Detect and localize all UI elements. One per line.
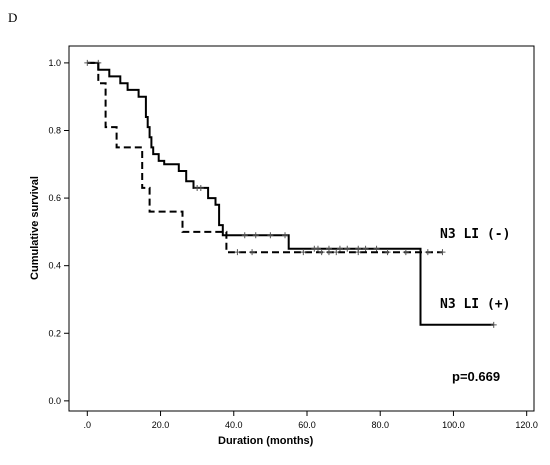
panel-label: D [8, 10, 17, 25]
censor-mark-positive [355, 249, 362, 256]
x-tick-label: 20.0 [152, 420, 170, 430]
y-tick-label: 0.6 [48, 193, 61, 203]
censor-mark-positive [439, 249, 446, 256]
y-tick-label: 0.8 [48, 125, 61, 135]
censor-mark-positive [249, 249, 256, 256]
series-label-n3-li-negative: N3 LI (-) [440, 227, 510, 242]
x-tick-label: 100.0 [442, 420, 465, 430]
censor-mark-negative [241, 232, 248, 239]
y-tick-label: 0.2 [48, 328, 61, 338]
censor-mark-negative [373, 245, 380, 252]
y-axis: 0.0 0.2 0.4 0.6 0.8 1.0 [48, 58, 69, 406]
censor-mark-positive [402, 249, 409, 256]
x-tick-label: 120.0 [515, 420, 538, 430]
x-axis: .0 20.0 40.0 60.0 80.0 100.0 120.0 [84, 411, 538, 430]
censor-mark-negative [282, 232, 289, 239]
series-label-n3-li-positive: N3 LI (+) [440, 297, 510, 312]
km-curve-positive [87, 61, 443, 254]
censor-mark-negative [197, 184, 204, 191]
censor-mark-negative [344, 245, 351, 252]
censor-mark-positive [300, 249, 307, 256]
p-value: p=0.669 [452, 369, 500, 384]
censor-mark-negative [490, 321, 497, 328]
censor-mark-positive [384, 249, 391, 256]
censor-mark-negative [362, 245, 369, 252]
y-tick-label: 1.0 [48, 58, 61, 68]
km-curve-negative [87, 61, 494, 326]
censor-mark-negative [314, 245, 321, 252]
x-tick-label: .0 [84, 420, 92, 430]
series-layer [84, 59, 497, 328]
censor-mark-positive [424, 249, 431, 256]
x-tick-label: 80.0 [371, 420, 389, 430]
censor-mark-positive [318, 249, 325, 256]
censor-mark-positive [333, 249, 340, 256]
y-tick-label: 0.4 [48, 261, 61, 271]
plot-frame [68, 45, 535, 412]
x-tick-label: 40.0 [225, 420, 243, 430]
y-tick-label: 0.0 [48, 396, 61, 406]
censor-mark-positive [234, 249, 241, 256]
censor-mark-negative [336, 245, 343, 252]
censor-mark-positive [325, 249, 332, 256]
censor-mark-negative [252, 232, 259, 239]
x-tick-label: 60.0 [298, 420, 316, 430]
censor-mark-positive [84, 59, 91, 66]
y-axis-title: Cumulative survival [29, 176, 41, 280]
x-axis-title: Duration (months) [218, 435, 314, 447]
censor-mark-negative [267, 232, 274, 239]
